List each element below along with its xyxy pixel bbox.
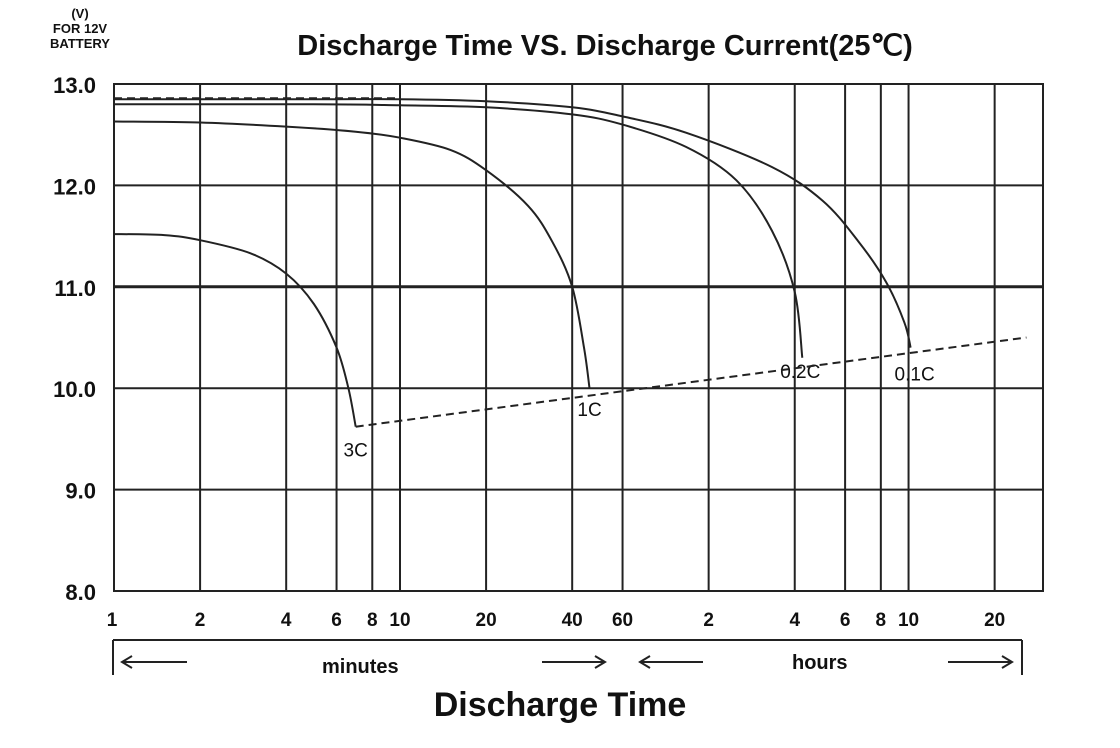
x-tick-label: 20 <box>984 610 1005 631</box>
y-tick-label: 13.0 <box>53 73 96 98</box>
x-axis-title: Discharge Time <box>433 686 687 724</box>
y-axis-label: (V) FOR 12V BATTERY <box>30 6 130 51</box>
y-tick-label: 8.0 <box>65 580 96 605</box>
x-tick-label: 6 <box>331 610 342 631</box>
y-tick-label: 10.0 <box>53 377 96 402</box>
y-tick-label: 12.0 <box>53 174 96 199</box>
x-tick-label: 4 <box>789 610 800 631</box>
segment-label-minutes: minutes <box>322 656 399 678</box>
plot-frame <box>113 83 1044 592</box>
y-axis-label-line-3: BATTERY <box>50 36 110 51</box>
minutes-right-arrow-head <box>594 655 607 669</box>
hours-right-arrow-head <box>1001 655 1014 669</box>
x-tick-label: 8 <box>367 610 378 631</box>
x-tick-label: 2 <box>195 610 206 631</box>
x-tick-label: 60 <box>612 610 633 631</box>
discharge-curve-01C <box>114 98 912 348</box>
x-tick-label: 4 <box>281 610 292 631</box>
discharge-curve-3C <box>113 233 357 427</box>
x-tick-label: 10 <box>898 610 919 631</box>
x-tick-label: 10 <box>389 610 410 631</box>
cutoff-voltage-dashed-line <box>355 336 1027 428</box>
discharge-curve-1C <box>113 120 591 389</box>
curve-label-01C: 0.1C <box>895 365 935 386</box>
x-tick-label: 2 <box>703 610 714 631</box>
hours-left-arrow-head <box>638 655 651 669</box>
x-tick-label: 6 <box>840 610 851 631</box>
y-tick-label: 9.0 <box>65 479 96 504</box>
x-tick-label: 1 <box>107 610 118 631</box>
x-tick-label: 40 <box>562 610 583 631</box>
chart-title: Discharge Time VS. Discharge Current(25℃… <box>297 30 913 62</box>
discharge-curve-02C <box>113 103 804 358</box>
y-tick-label: 11.0 <box>54 276 96 301</box>
x-tick-label: 20 <box>476 610 497 631</box>
y-axis-label-line-1: (V) <box>71 6 89 21</box>
minutes-left-arrow-head <box>120 655 133 669</box>
curve-label-1C: 1C <box>577 400 601 421</box>
y-axis-label-line-2: FOR 12V <box>52 21 108 36</box>
curve-label-3C: 3C <box>344 441 368 462</box>
x-tick-label: 8 <box>876 610 887 631</box>
segment-label-hours: hours <box>792 652 848 674</box>
